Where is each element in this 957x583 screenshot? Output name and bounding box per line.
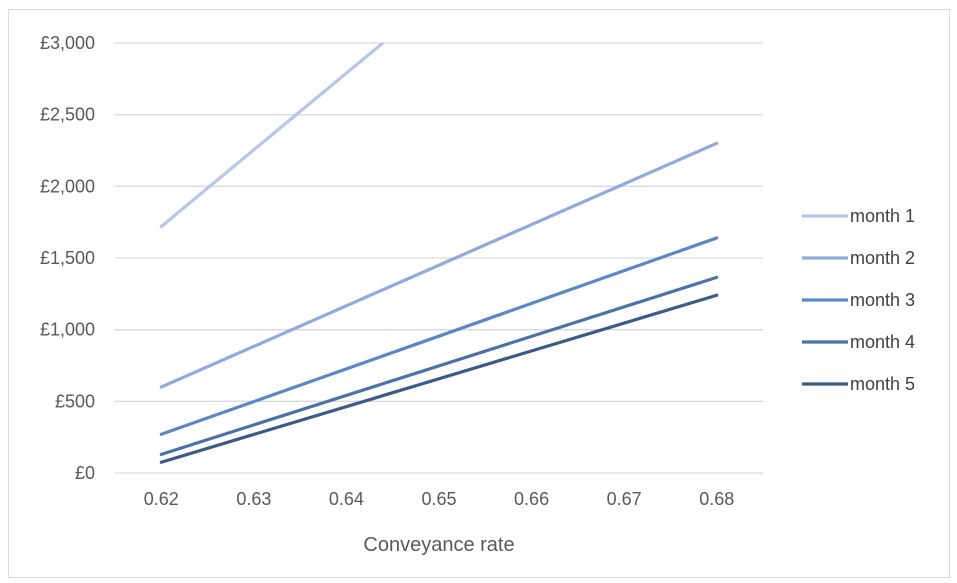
legend-item: month 2: [802, 248, 915, 268]
x-tick-label: 0.64: [329, 489, 364, 509]
y-axis-ticks: £0 £500 £1,000 £1,500 £2,000 £2,500 £3,000: [40, 33, 95, 483]
series-line-1: [159, 43, 386, 229]
series-line-2: [159, 141, 719, 389]
y-tick-label: £2,500: [40, 105, 95, 125]
legend-label: month 5: [850, 374, 915, 394]
y-tick-label: £0: [75, 463, 95, 483]
legend-item: month 4: [802, 332, 915, 352]
x-tick-label: 0.68: [699, 489, 734, 509]
gridlines: [115, 42, 763, 474]
chart-frame: [8, 9, 950, 578]
x-tick-label: 0.67: [607, 489, 642, 509]
y-tick-label: £1,500: [40, 248, 95, 268]
x-tick-label: 0.65: [421, 489, 456, 509]
x-tick-label: 0.62: [144, 489, 179, 509]
legend-label: month 2: [850, 248, 915, 268]
legend-label: month 3: [850, 290, 915, 310]
y-tick-label: £3,000: [40, 33, 95, 53]
legend-item: month 5: [802, 374, 915, 394]
series-line-4: [159, 275, 719, 456]
x-axis-ticks: 0.62 0.63 0.64 0.65 0.66 0.67 0.68: [144, 489, 734, 509]
series-line-5: [159, 293, 719, 464]
legend-item: month 3: [802, 290, 915, 310]
x-axis-title: Conveyance rate: [363, 534, 514, 556]
x-tick-label: 0.63: [236, 489, 271, 509]
y-tick-label: £1,000: [40, 320, 95, 340]
y-tick-label: £500: [55, 391, 95, 411]
legend: month 1 month 2 month 3 month 4 month 5: [802, 206, 915, 394]
legend-label: month 4: [850, 332, 915, 352]
series-lines: [159, 43, 719, 464]
legend-label: month 1: [850, 206, 915, 226]
legend-item: month 1: [802, 206, 915, 226]
y-tick-label: £2,000: [40, 176, 95, 196]
x-tick-label: 0.66: [514, 489, 549, 509]
series-line-3: [159, 236, 719, 436]
